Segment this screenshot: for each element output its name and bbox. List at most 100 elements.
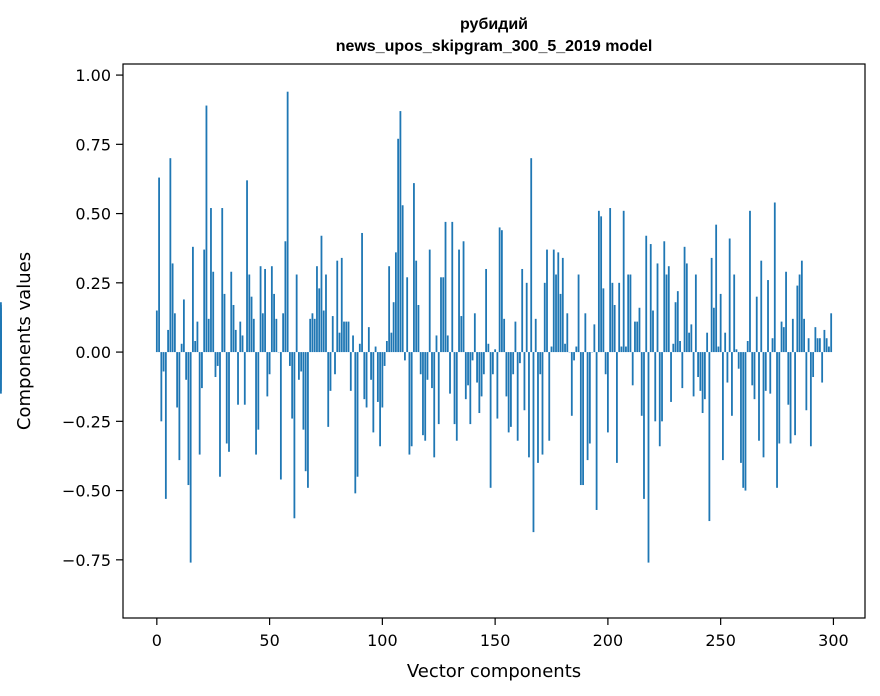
bar-3 [162,352,165,372]
bar-80 [336,260,339,353]
bar-8 [173,313,176,353]
bar-141 [473,313,476,353]
bar-155 [505,352,508,397]
bar-30 [223,293,226,353]
bar-170 [539,352,542,375]
bar-245 [708,352,711,522]
x-tick-label: 150 [480,631,511,650]
bar-27 [216,352,219,366]
bar-147 [487,343,490,353]
bar-265 [753,352,756,400]
bar-45 [257,352,260,430]
bar-233 [681,352,684,389]
bar-70 [313,318,316,353]
bar-40 [246,180,248,353]
bar-227 [667,266,670,353]
bar-220 [652,310,654,353]
bar-156 [507,352,510,433]
bar-282 [791,318,794,353]
bar-59 [288,352,291,366]
bar-94 [367,327,370,353]
bar-181 [564,343,566,353]
bar-61 [293,352,296,519]
bar-119 [424,352,427,441]
bar-113 [410,352,413,447]
bar-133 [455,352,458,441]
bar-109 [401,205,404,353]
bar-223 [658,352,661,447]
bar-4 [164,352,167,499]
bar-124 [435,335,438,353]
bar-266 [755,296,758,353]
bar-169 [537,352,539,463]
bar-244 [706,332,709,353]
bar-288 [805,352,808,411]
bar-275 [776,352,778,488]
bar-28 [219,352,221,477]
bar-18 [196,321,199,353]
bar-230 [674,302,677,353]
bar-204 [616,352,618,463]
bar-111 [406,277,409,353]
bar-203 [613,304,616,353]
bar-118 [422,352,424,436]
y-tick-label: 1.00 [75,66,111,85]
bar-76 [327,352,330,427]
bar-271 [767,280,769,353]
bar-22 [205,105,208,353]
bar-270 [764,352,767,391]
x-tick-label: 50 [259,631,279,650]
bar-229 [672,343,675,353]
bar-238 [692,352,695,397]
bar-41 [248,274,251,353]
bar-286 [800,260,803,353]
bar-77 [329,352,332,391]
y-tick-label: −0.75 [62,551,111,570]
bar-259 [740,352,742,463]
bar-92 [363,352,366,400]
bar-81 [338,332,341,353]
bar-66 [304,352,307,472]
bar-87 [352,335,354,353]
bar-134 [458,249,460,353]
bar-199 [604,352,607,375]
bar-258 [737,352,740,369]
bar-127 [442,277,445,353]
bar-39 [243,352,246,405]
bar-71 [316,266,318,353]
bar-224 [661,352,663,422]
bar-261 [744,352,747,491]
bar-299 [830,313,833,353]
bar-196 [597,210,600,353]
bar-202 [611,282,614,353]
bar-136 [462,241,465,353]
bar-48 [264,268,266,353]
bar-239 [694,274,697,353]
bar-74 [322,310,325,353]
bar-6 [169,158,172,353]
bar-90 [358,343,361,353]
bar-2 [160,352,163,422]
bar-240 [697,352,699,378]
bar-281 [789,352,792,444]
bar-9 [176,352,179,408]
bar-82 [340,257,343,353]
bar-255 [731,352,733,416]
bar-53 [275,318,278,353]
bar-242 [701,352,704,414]
bar-159 [514,321,517,353]
bar-65 [302,352,305,430]
bar-114 [413,183,415,353]
bar-55 [279,352,282,480]
bar-237 [690,324,693,353]
bar-232 [679,341,681,353]
bar-122 [431,352,433,389]
bar-287 [803,318,805,353]
bar-200 [606,352,609,433]
bar-100 [381,352,384,408]
bar-195 [595,352,598,510]
chart-title: рубидий [460,16,528,33]
x-tick-label: 200 [593,631,624,650]
bar-153 [500,230,503,353]
y-tick-label: −0.25 [62,412,111,431]
